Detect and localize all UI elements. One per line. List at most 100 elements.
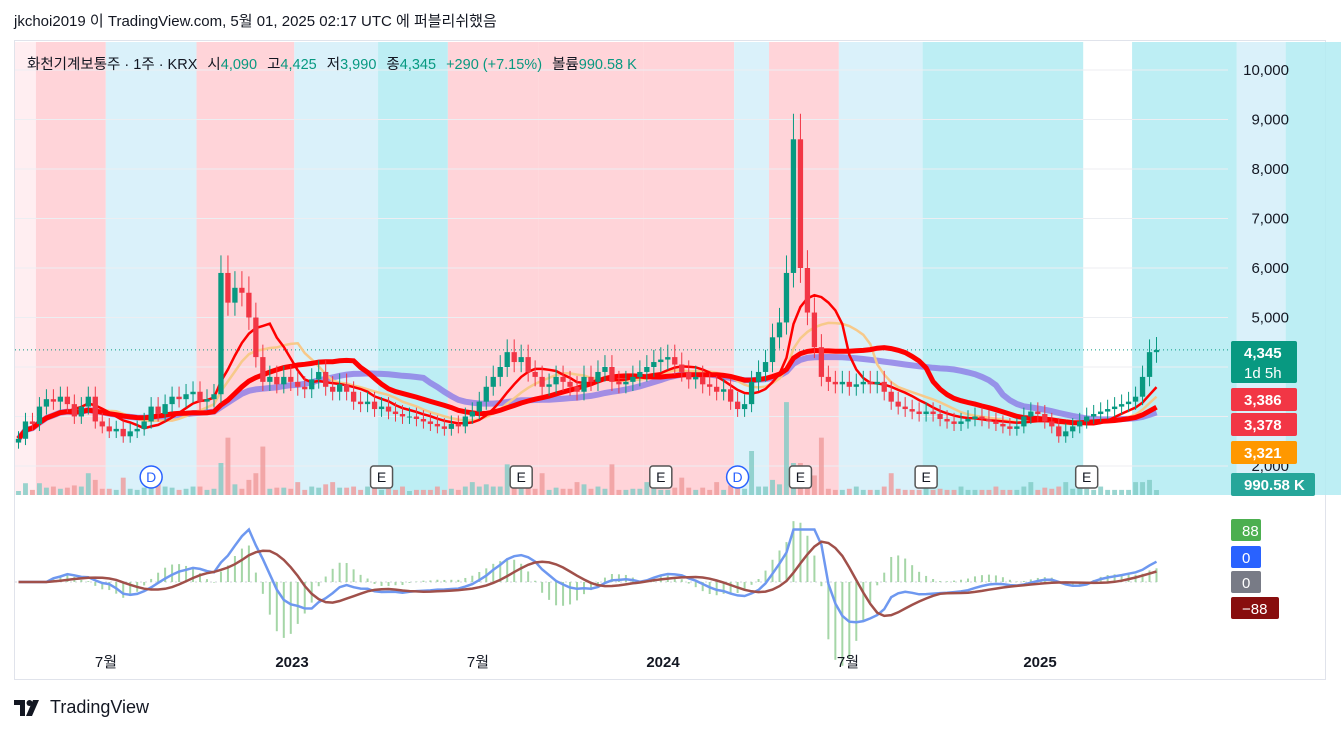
volume-bar <box>30 489 35 495</box>
osc-histogram-bar <box>1113 574 1116 582</box>
osc-histogram-bar <box>555 582 558 606</box>
volume-label: 볼륨 <box>552 57 579 73</box>
candle-body <box>567 381 573 387</box>
candle-body <box>316 371 322 380</box>
osc-histogram-bar <box>534 580 537 582</box>
osc-histogram-bar <box>960 579 963 582</box>
moving-average-lines <box>16 293 1158 441</box>
candle-body <box>232 287 238 303</box>
candle-body <box>616 381 622 385</box>
volume-bar <box>400 486 405 495</box>
osc-histogram-bar <box>603 577 606 582</box>
candle-body <box>553 376 559 385</box>
osc-histogram-bar <box>352 569 355 582</box>
osc-histogram-bar <box>185 565 188 582</box>
osc-histogram-bar <box>673 577 676 582</box>
osc-value-label: −88 <box>1242 601 1267 618</box>
osc-histogram-bar <box>1008 579 1011 582</box>
osc-histogram-bar <box>722 582 725 594</box>
candle-body <box>665 357 671 360</box>
volume-bar <box>993 486 999 495</box>
candle-body <box>218 272 224 395</box>
osc-histogram-bar <box>617 574 620 582</box>
osc-histogram-bar <box>1155 568 1158 582</box>
price-axis: 10,0009,0008,0007,0006,0005,0002,0004,34… <box>1231 62 1315 496</box>
volume-bar <box>71 485 77 495</box>
volume-bar <box>546 489 552 495</box>
osc-histogram-bar <box>743 582 746 591</box>
candle-body <box>532 371 538 377</box>
candle-body <box>525 357 531 372</box>
candle-body <box>204 399 210 402</box>
price-tag-label: 4,345 <box>1244 345 1282 362</box>
price-tag <box>1231 341 1297 383</box>
osc-histogram-bar <box>904 558 907 582</box>
osc-histogram-bar <box>855 582 858 641</box>
candle-body <box>986 418 992 422</box>
publish-header: jkchoi2019 이 TradingView.com, 5월 01, 202… <box>14 13 497 30</box>
candle-body <box>190 391 196 395</box>
volume-bar <box>113 489 119 495</box>
osc-histogram-bar <box>1001 577 1004 582</box>
candle-body <box>783 272 790 323</box>
volume-bar <box>658 489 664 495</box>
osc-histogram-bar <box>596 582 599 585</box>
candle-body <box>790 139 797 273</box>
candle-body <box>183 394 189 400</box>
volume-bar <box>1119 489 1125 495</box>
osc-histogram-bar <box>799 522 802 582</box>
osc-histogram-bar <box>429 580 432 582</box>
candle-body <box>686 371 692 380</box>
osc-histogram-bar <box>373 582 376 584</box>
volume-bar <box>469 482 475 495</box>
candle-body <box>944 418 950 422</box>
candle-body <box>581 376 587 392</box>
volume-bar <box>497 486 503 495</box>
candle-body <box>539 376 545 387</box>
volume-bar <box>581 484 587 495</box>
osc-histogram-bar <box>226 565 229 582</box>
osc-histogram-bar <box>862 582 865 622</box>
candle-body <box>630 376 636 382</box>
candle-body <box>1111 406 1118 410</box>
volume-bar <box>651 488 657 495</box>
volume-bar <box>365 486 371 495</box>
earnings-marker-label: E <box>517 469 526 485</box>
osc-histogram-bar <box>59 576 62 582</box>
open-value: 4,090 <box>220 57 258 73</box>
candle-body <box>839 381 845 385</box>
volume-bar <box>1014 489 1020 495</box>
volume-bar <box>483 484 489 495</box>
osc-histogram-bar <box>562 582 565 606</box>
volume-bar <box>909 489 915 495</box>
candle-body <box>560 376 566 382</box>
osc-histogram-bar <box>925 575 928 582</box>
volume-bar <box>735 487 741 495</box>
candle-body <box>497 367 503 377</box>
candlesticks <box>15 113 1160 449</box>
candle-body <box>909 409 915 412</box>
symbol-legend[interactable]: 화천기계보통주 · 1주 · KRX 시4,090 고4,425 저3,990 … <box>27 53 637 74</box>
volume-bar <box>64 487 70 495</box>
earnings-marker <box>509 465 533 489</box>
osc-histogram-bar <box>876 582 879 586</box>
earnings-marker <box>369 465 394 489</box>
volume-bar <box>99 488 105 495</box>
candle-body <box>693 376 699 380</box>
candle-body <box>602 367 608 372</box>
candle-body <box>1146 352 1153 377</box>
osc-value-label: 0 <box>1242 550 1250 567</box>
candle-body <box>392 411 399 415</box>
osc-histogram-bar <box>953 580 956 582</box>
volume-bar <box>448 488 454 495</box>
osc-histogram-bar <box>569 582 572 605</box>
candle-body <box>1139 376 1146 397</box>
osc-histogram-bar <box>52 577 55 582</box>
x-tick-label: 7월 <box>95 654 117 671</box>
volume-bar <box>853 486 859 495</box>
osc-histogram-bar <box>296 582 299 624</box>
tradingview-logo[interactable]: TradingView <box>14 697 149 718</box>
osc-histogram-bar <box>967 578 970 582</box>
x-tick-label: 2025 <box>1023 654 1056 671</box>
